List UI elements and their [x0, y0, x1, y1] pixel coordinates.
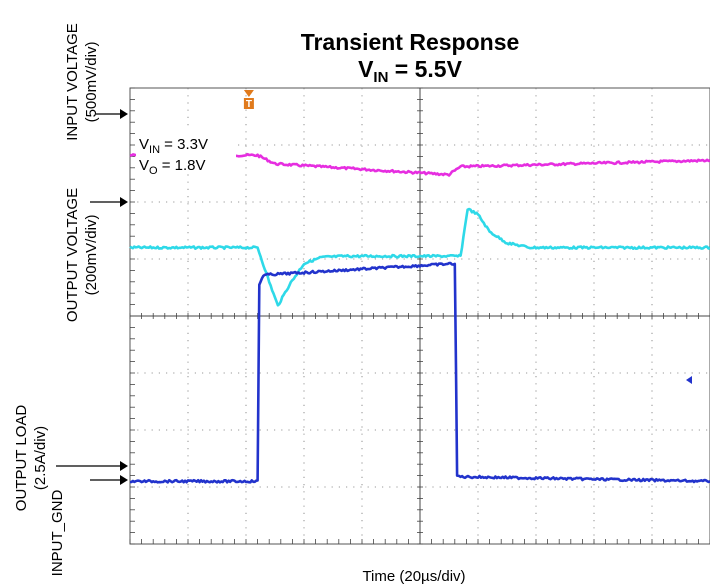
y-label-input-voltage: INPUT VOLTAGE (500mV/div): [64, 23, 100, 141]
y-label-output-load: OUTPUT LOAD (2.5A/div): [13, 405, 49, 512]
marker-input-gnd-arrowhead: [120, 475, 128, 485]
svg-text:OUTPUT VOLTAGE: OUTPUT VOLTAGE: [64, 188, 81, 322]
chart-subtitle: VIN = 5.5V: [358, 56, 463, 86]
svg-text:(2.5A/div): (2.5A/div): [32, 426, 49, 490]
annotation-vin: VIN = 3.3V: [139, 136, 208, 156]
svg-text:(200mV/div): (200mV/div): [83, 215, 100, 296]
trace-output-voltage: [129, 207, 710, 307]
channel-markers: T: [56, 90, 692, 485]
annotation-box: VIN = 3.3V VO = 1.8V: [136, 130, 236, 177]
y-label-output-voltage: OUTPUT VOLTAGE (200mV/div): [64, 188, 100, 322]
annotation-vo: VO = 1.8V: [139, 157, 206, 177]
trigger-level-marker: [686, 376, 692, 384]
x-axis-label: Time (20µs/div): [362, 568, 465, 585]
trigger-position-marker: [243, 90, 254, 97]
svg-text:(500mV/div): (500mV/div): [83, 42, 100, 123]
y-label-input-gnd: INPUT_GND: [49, 490, 66, 577]
trace-output-load: [129, 261, 710, 484]
marker-output-load-arrowhead: [120, 461, 128, 471]
trigger-badge-label: T: [246, 99, 252, 110]
svg-text:INPUT_GND: INPUT_GND: [49, 490, 66, 577]
trigger-badge: [243, 98, 254, 109]
marker-input-voltage-arrowhead: [120, 109, 128, 119]
svg-text:OUTPUT LOAD: OUTPUT LOAD: [13, 405, 30, 512]
chart-title: Transient Response: [301, 29, 520, 55]
svg-text:INPUT VOLTAGE: INPUT VOLTAGE: [64, 23, 81, 141]
marker-output-voltage-arrowhead: [120, 197, 128, 207]
graticule: [129, 87, 710, 545]
